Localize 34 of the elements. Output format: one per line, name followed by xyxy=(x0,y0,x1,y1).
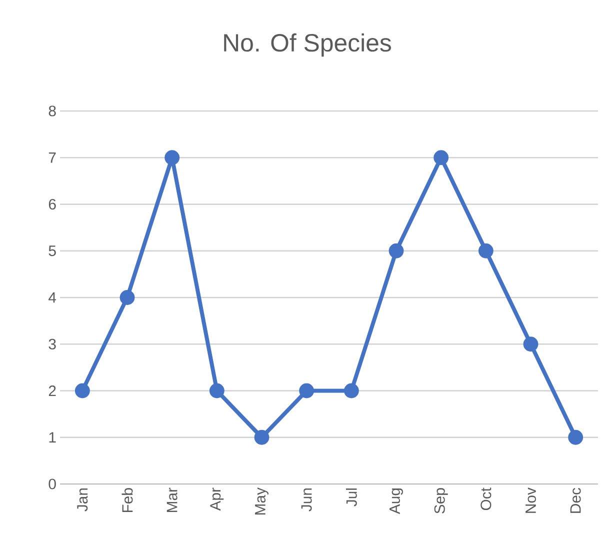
y-tick-label: 1 xyxy=(49,432,56,442)
point xyxy=(164,150,180,166)
y-tick-label: 5 xyxy=(48,246,56,256)
y-tick-label: 7 xyxy=(48,152,56,163)
y-tick-label: 6 xyxy=(48,198,56,210)
x-tick-label: Sep xyxy=(434,488,448,514)
x-tick-label: May xyxy=(255,488,268,515)
x-tick-label: Oct xyxy=(480,488,492,510)
point xyxy=(209,383,224,398)
y-tick-label: 0 xyxy=(48,478,56,490)
point xyxy=(434,150,449,166)
x-tick-label: Nov xyxy=(526,488,536,513)
y-tick-label: 3 xyxy=(48,338,56,350)
point xyxy=(478,243,494,258)
point xyxy=(523,336,538,352)
x-tick-label: Aug xyxy=(390,488,403,514)
point xyxy=(344,383,359,398)
point xyxy=(299,383,314,398)
y-tick-label: 2 xyxy=(48,386,56,396)
x-tick-label: Jan xyxy=(77,488,88,512)
x-tick-label: Mar xyxy=(166,488,178,512)
y-tick-label: 8 xyxy=(48,106,56,116)
y-tick-label: 4 xyxy=(48,292,56,303)
chart-title: No. Of Species xyxy=(224,33,391,57)
point xyxy=(74,383,90,398)
x-tick-label: Feb xyxy=(122,488,133,512)
point xyxy=(568,430,584,445)
x-tick-label: Jul xyxy=(346,488,357,506)
x-tick-label: Apr xyxy=(210,488,224,511)
point xyxy=(388,243,404,258)
x-tick-label: Dec xyxy=(570,488,581,513)
x-tick-label: Jun xyxy=(301,488,312,512)
point xyxy=(120,290,135,305)
point xyxy=(254,430,270,445)
